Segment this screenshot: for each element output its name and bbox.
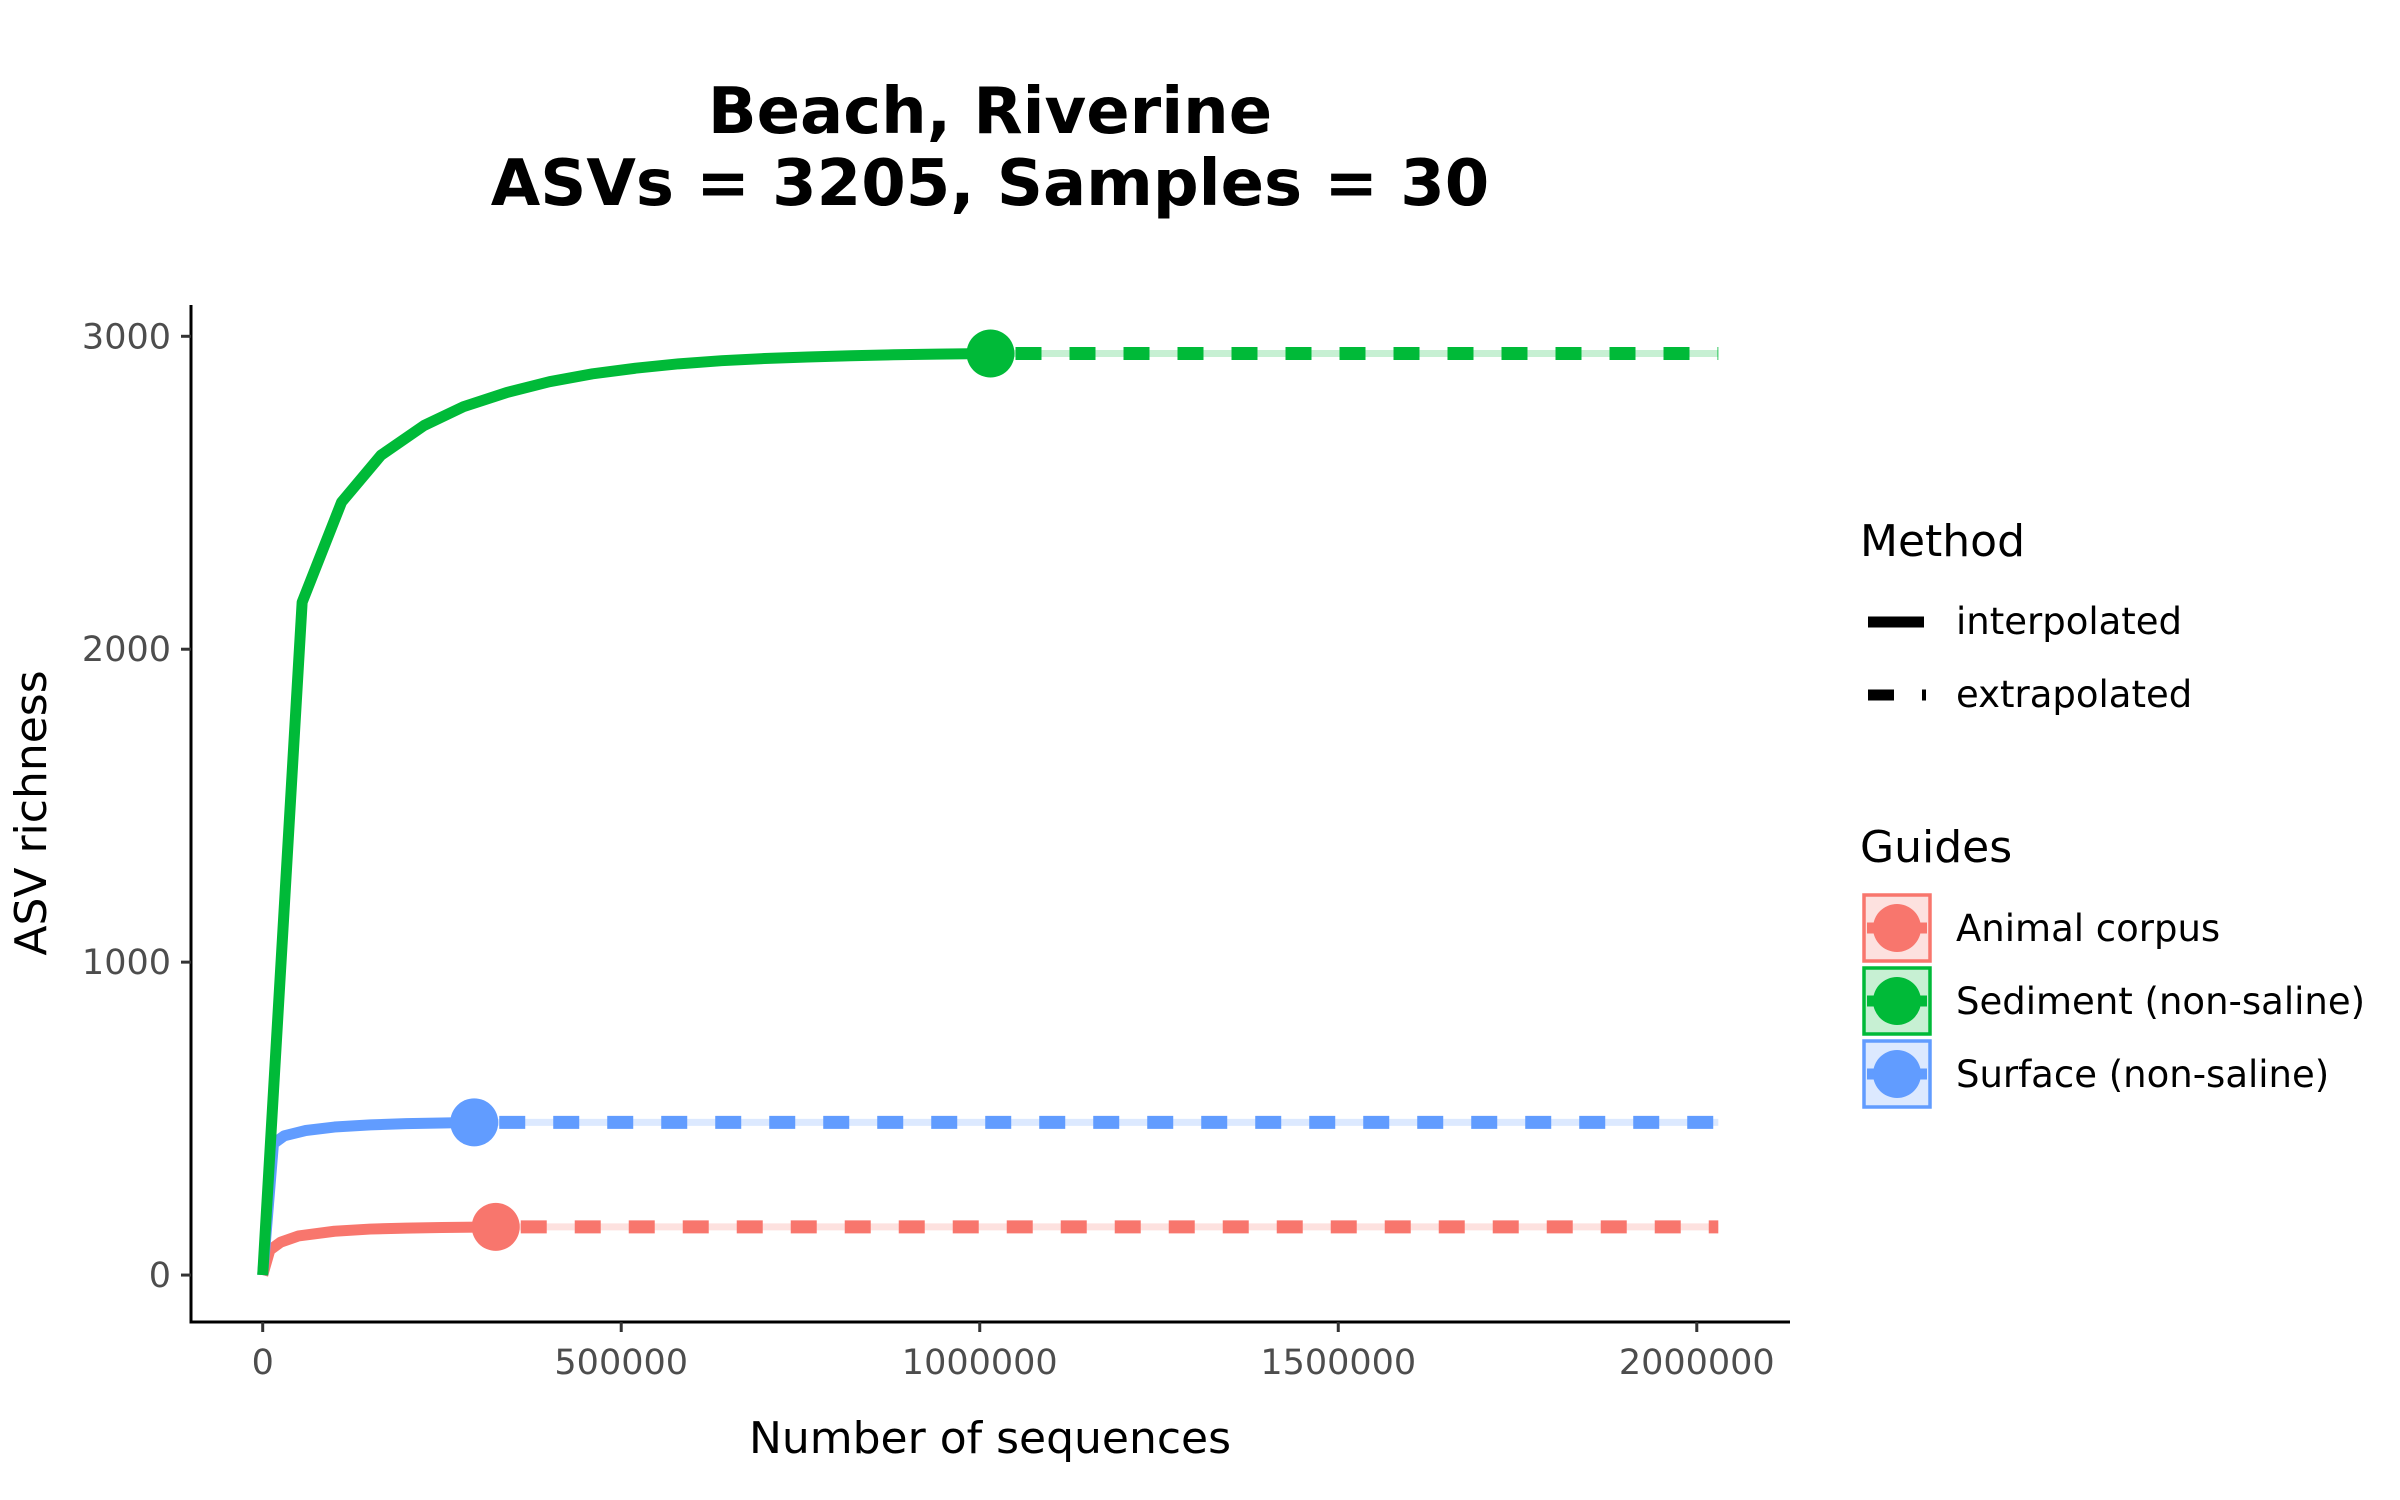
legend-key-animal-corpus [1862, 893, 1932, 963]
chart-title: Beach, Riverine [708, 75, 1272, 149]
chart-subtitle: ASVs = 3205, Samples = 30 [491, 147, 1490, 221]
plot-area [257, 329, 1719, 1277]
series-interpolated-sediment-non-saline [257, 348, 991, 1276]
series-interpolated-surface-non-saline [257, 1116, 475, 1276]
legend-key-sediment-non-saline [1862, 966, 1932, 1036]
legend-key-point [1873, 977, 1921, 1025]
x-axis-title: Number of sequences [749, 1413, 1231, 1464]
y-ticks: 0 1000 2000 3000 [82, 317, 191, 1296]
legend-label-animal-corpus: Animal corpus [1956, 907, 2220, 950]
y-tick-label: 1000 [82, 943, 171, 983]
legend: Method interpolated extrapolated Guides … [1860, 516, 2365, 1109]
y-tick-label: 2000 [82, 630, 171, 670]
x-tick-label: 1500000 [1260, 1343, 1416, 1383]
legend-label-extrapolated: extrapolated [1956, 673, 2192, 716]
legend-label-interpolated: interpolated [1956, 600, 2182, 643]
legend-key-surface-non-saline [1862, 1039, 1932, 1109]
x-tick-label: 0 [252, 1343, 274, 1383]
legend-key-point [1873, 904, 1921, 952]
series-interpolated-animal-corpus [257, 1221, 496, 1277]
y-tick-label: 0 [149, 1256, 171, 1296]
legend-guide-keys [1862, 893, 1932, 1109]
x-tick-label: 1000000 [902, 1343, 1058, 1383]
series-observed-point-animal-corpus [471, 1202, 520, 1251]
series-surface-non-saline [257, 1098, 1719, 1276]
series-observed-point-surface-non-saline [450, 1098, 499, 1147]
series-animal-corpus [257, 1202, 1719, 1277]
legend-label-surface: Surface (non-saline) [1956, 1053, 2329, 1096]
legend-label-sediment: Sediment (non-saline) [1956, 980, 2365, 1023]
y-tick-label: 3000 [82, 317, 171, 357]
x-tick-label: 2000000 [1619, 1343, 1775, 1383]
x-ticks: 0 500000 1000000 1500000 2000000 [252, 1322, 1775, 1383]
legend-key-point [1873, 1050, 1921, 1098]
y-axis-title: ASV richness [6, 670, 57, 955]
series-observed-point-sediment-non-saline [966, 329, 1015, 378]
legend-method-title: Method [1860, 516, 2025, 567]
x-tick-label: 500000 [554, 1343, 688, 1383]
legend-guides-title: Guides [1860, 822, 2012, 873]
series-sediment-non-saline [257, 329, 1719, 1276]
